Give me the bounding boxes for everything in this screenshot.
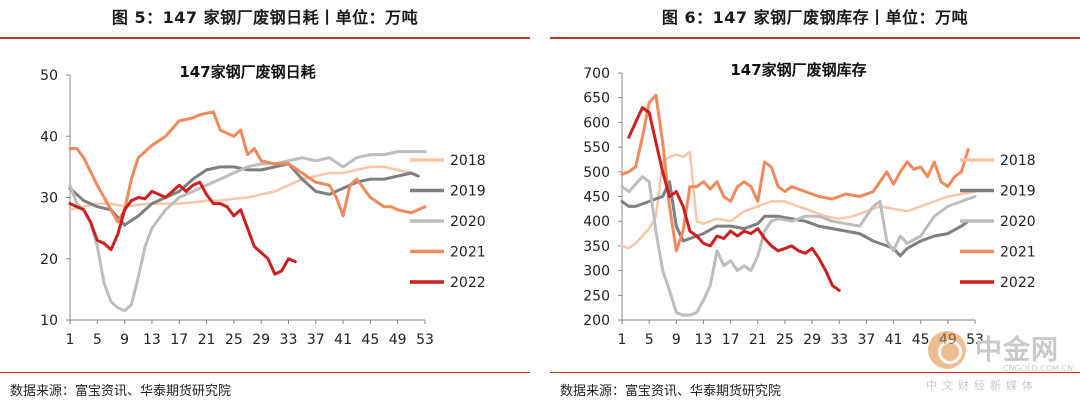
x-tick-label: 53 xyxy=(966,332,984,348)
inventory-chart: 200 250 300 350 400 450 500 550 600 650 700 1 5 9 13 17… xyxy=(583,61,1036,348)
x-tick-label: 33 xyxy=(280,332,298,348)
x-tick-label: 13 xyxy=(143,332,161,348)
y-tick-label: 40 xyxy=(40,129,58,145)
y-tick-label: 700 xyxy=(583,66,610,82)
y-tick-label: 200 xyxy=(583,313,610,329)
x-tick-label: 41 xyxy=(885,332,903,348)
watermark-domain: CNGOLD.COM.CN xyxy=(1003,364,1074,373)
x-tick-label: 33 xyxy=(830,332,848,348)
series-line-2020 xyxy=(620,175,977,317)
x-tick-label: 1 xyxy=(618,332,627,348)
x-tick-label: 21 xyxy=(198,332,216,348)
y-tick-label: 250 xyxy=(583,288,610,304)
x-tick-label: 49 xyxy=(389,332,407,348)
x-tick-label: 37 xyxy=(307,332,325,348)
legend-label-2022: 2022 xyxy=(1000,275,1036,291)
x-tick-label: 17 xyxy=(170,332,188,348)
y-tick-label: 400 xyxy=(583,214,610,230)
x-tick-label: 25 xyxy=(225,332,243,348)
x-tick-label: 5 xyxy=(645,332,654,348)
legend-label-2021: 2021 xyxy=(450,245,486,261)
x-tick-label: 29 xyxy=(252,332,270,348)
x-tick-label: 45 xyxy=(361,332,379,348)
y-tick-label: 300 xyxy=(583,264,610,280)
x-tick-label: 9 xyxy=(672,332,681,348)
data-source: 数据来源：富宝资讯、华泰期货研究院 xyxy=(560,384,782,399)
x-tick-label: 53 xyxy=(416,332,434,348)
x-tick-label: 9 xyxy=(120,332,129,348)
x-tick-label: 17 xyxy=(722,332,740,348)
x-tick-label: 5 xyxy=(93,332,102,348)
y-tick-label: 550 xyxy=(583,140,610,156)
x-tick-label: 1 xyxy=(66,332,75,348)
legend-label-2020: 2020 xyxy=(1000,214,1036,230)
y-tick-label: 50 xyxy=(40,68,58,84)
series-line-2019 xyxy=(620,180,970,258)
x-tick-label: 37 xyxy=(857,332,875,348)
series-line-2018 xyxy=(68,165,413,212)
x-tick-label: 29 xyxy=(803,332,821,348)
x-tick-label: 45 xyxy=(912,332,930,348)
series-line-2022 xyxy=(68,180,297,276)
y-tick-label: 10 xyxy=(40,313,58,329)
legend-label-2022: 2022 xyxy=(450,275,486,291)
x-tick-label: 21 xyxy=(749,332,767,348)
legend-label-2021: 2021 xyxy=(1000,245,1036,261)
daily-consumption-chart: 10 20 30 40 50 1 5 9 13 17 21 25 29 33 37 41 45 49 53 147家钢… xyxy=(40,63,486,348)
series-line-2020 xyxy=(68,150,427,313)
legend-label-2020: 2020 xyxy=(450,214,486,230)
y-tick-label: 350 xyxy=(583,239,610,255)
y-tick-label: 600 xyxy=(583,115,610,131)
figure-caption: 图 6：147 家钢厂废钢库存丨单位：万吨 xyxy=(661,8,969,27)
series-line-2021 xyxy=(620,93,970,253)
figure-caption: 图 5：147 家钢厂废钢日耗丨单位：万吨 xyxy=(111,8,419,27)
x-tick-label: 25 xyxy=(776,332,794,348)
legend-label-2018: 2018 xyxy=(450,153,486,169)
caption-rule xyxy=(550,37,1080,39)
figure-5: 图 5：147 家钢厂废钢日耗丨单位：万吨 10 20 30 40 50 1 5 9 13 17 2… xyxy=(0,0,530,401)
series-line-2019 xyxy=(68,162,420,227)
watermark-tagline: 中文财经新媒体 xyxy=(926,379,1038,392)
legend-label-2019: 2019 xyxy=(450,184,486,200)
caption-rule xyxy=(0,37,530,39)
y-tick-label: 450 xyxy=(583,190,610,206)
series-line-2022 xyxy=(627,106,841,292)
y-tick-label: 650 xyxy=(583,91,610,107)
x-tick-label: 13 xyxy=(695,332,713,348)
y-tick-label: 500 xyxy=(583,165,610,181)
chart-title: 147家钢厂废钢日耗 xyxy=(179,63,315,81)
figure-6: 图 6：147 家钢厂废钢库存丨单位：万吨 200 250 300 350 400 450… xyxy=(550,0,1080,401)
source-rule xyxy=(0,372,530,373)
y-tick-label: 30 xyxy=(40,191,58,207)
watermark-name: 中金网 xyxy=(975,335,1059,366)
legend-label-2018: 2018 xyxy=(1000,153,1036,169)
x-tick-label: 41 xyxy=(334,332,352,348)
legend-label-2019: 2019 xyxy=(1000,184,1036,200)
data-source: 数据来源：富宝资讯、华泰期货研究院 xyxy=(10,384,232,399)
watermark-logo-icon xyxy=(928,331,966,369)
chart-title: 147家钢厂废钢库存 xyxy=(730,61,866,79)
y-tick-label: 20 xyxy=(40,252,58,268)
source-rule xyxy=(550,372,1080,373)
